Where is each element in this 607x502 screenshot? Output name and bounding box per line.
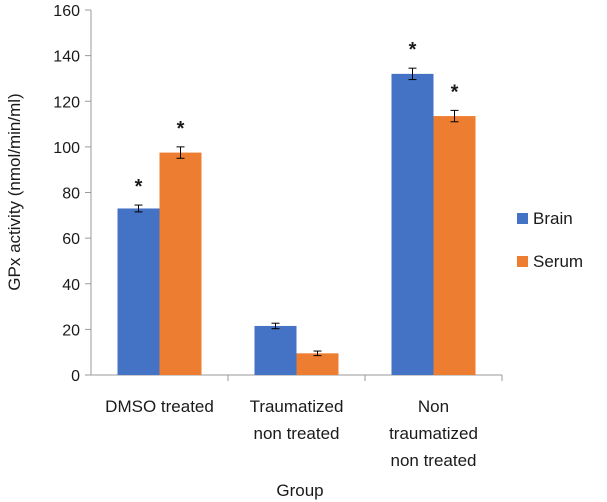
legend: Brain Serum [517, 209, 583, 271]
x-category-label: traumatized [389, 424, 478, 443]
bar-brain [254, 325, 297, 375]
y-tick-label: 0 [71, 368, 80, 385]
bar-brain [391, 73, 434, 375]
x-category-label: non treated [390, 451, 476, 470]
x-category-label: Non [418, 397, 449, 416]
y-tick-label: 20 [62, 322, 80, 339]
y-tick-label: 60 [62, 231, 80, 248]
bar-serum [159, 152, 202, 375]
significance-star: * [177, 118, 185, 140]
significance-star: * [451, 81, 459, 103]
significance-star: * [135, 176, 143, 198]
plot-area: 0 20 40 60 80 100 120 140 160 * * DMSO treated Traum… [53, 3, 503, 470]
y-tick-label: 140 [53, 49, 80, 66]
x-category-label: Traumatized [250, 397, 344, 416]
x-category-label: non treated [253, 424, 339, 443]
bar-brain [117, 208, 160, 375]
y-axis-title: GPx activity (nmol/min/ml) [5, 93, 24, 290]
bar-serum [296, 353, 339, 375]
y-tick-label: 160 [53, 3, 80, 20]
legend-label-serum: Serum [533, 252, 583, 271]
bar-serum [433, 116, 476, 375]
legend-label-brain: Brain [533, 209, 573, 228]
legend-swatch-serum [517, 256, 528, 267]
y-tick-label: 100 [53, 140, 80, 157]
legend-swatch-brain [517, 213, 528, 224]
y-tick-label: 80 [62, 186, 80, 203]
x-axis-title: Group [276, 481, 323, 500]
significance-star: * [409, 39, 417, 61]
y-tick-label: 120 [53, 94, 80, 111]
y-tick-label: 40 [62, 277, 80, 294]
x-category-label: DMSO treated [105, 397, 214, 416]
